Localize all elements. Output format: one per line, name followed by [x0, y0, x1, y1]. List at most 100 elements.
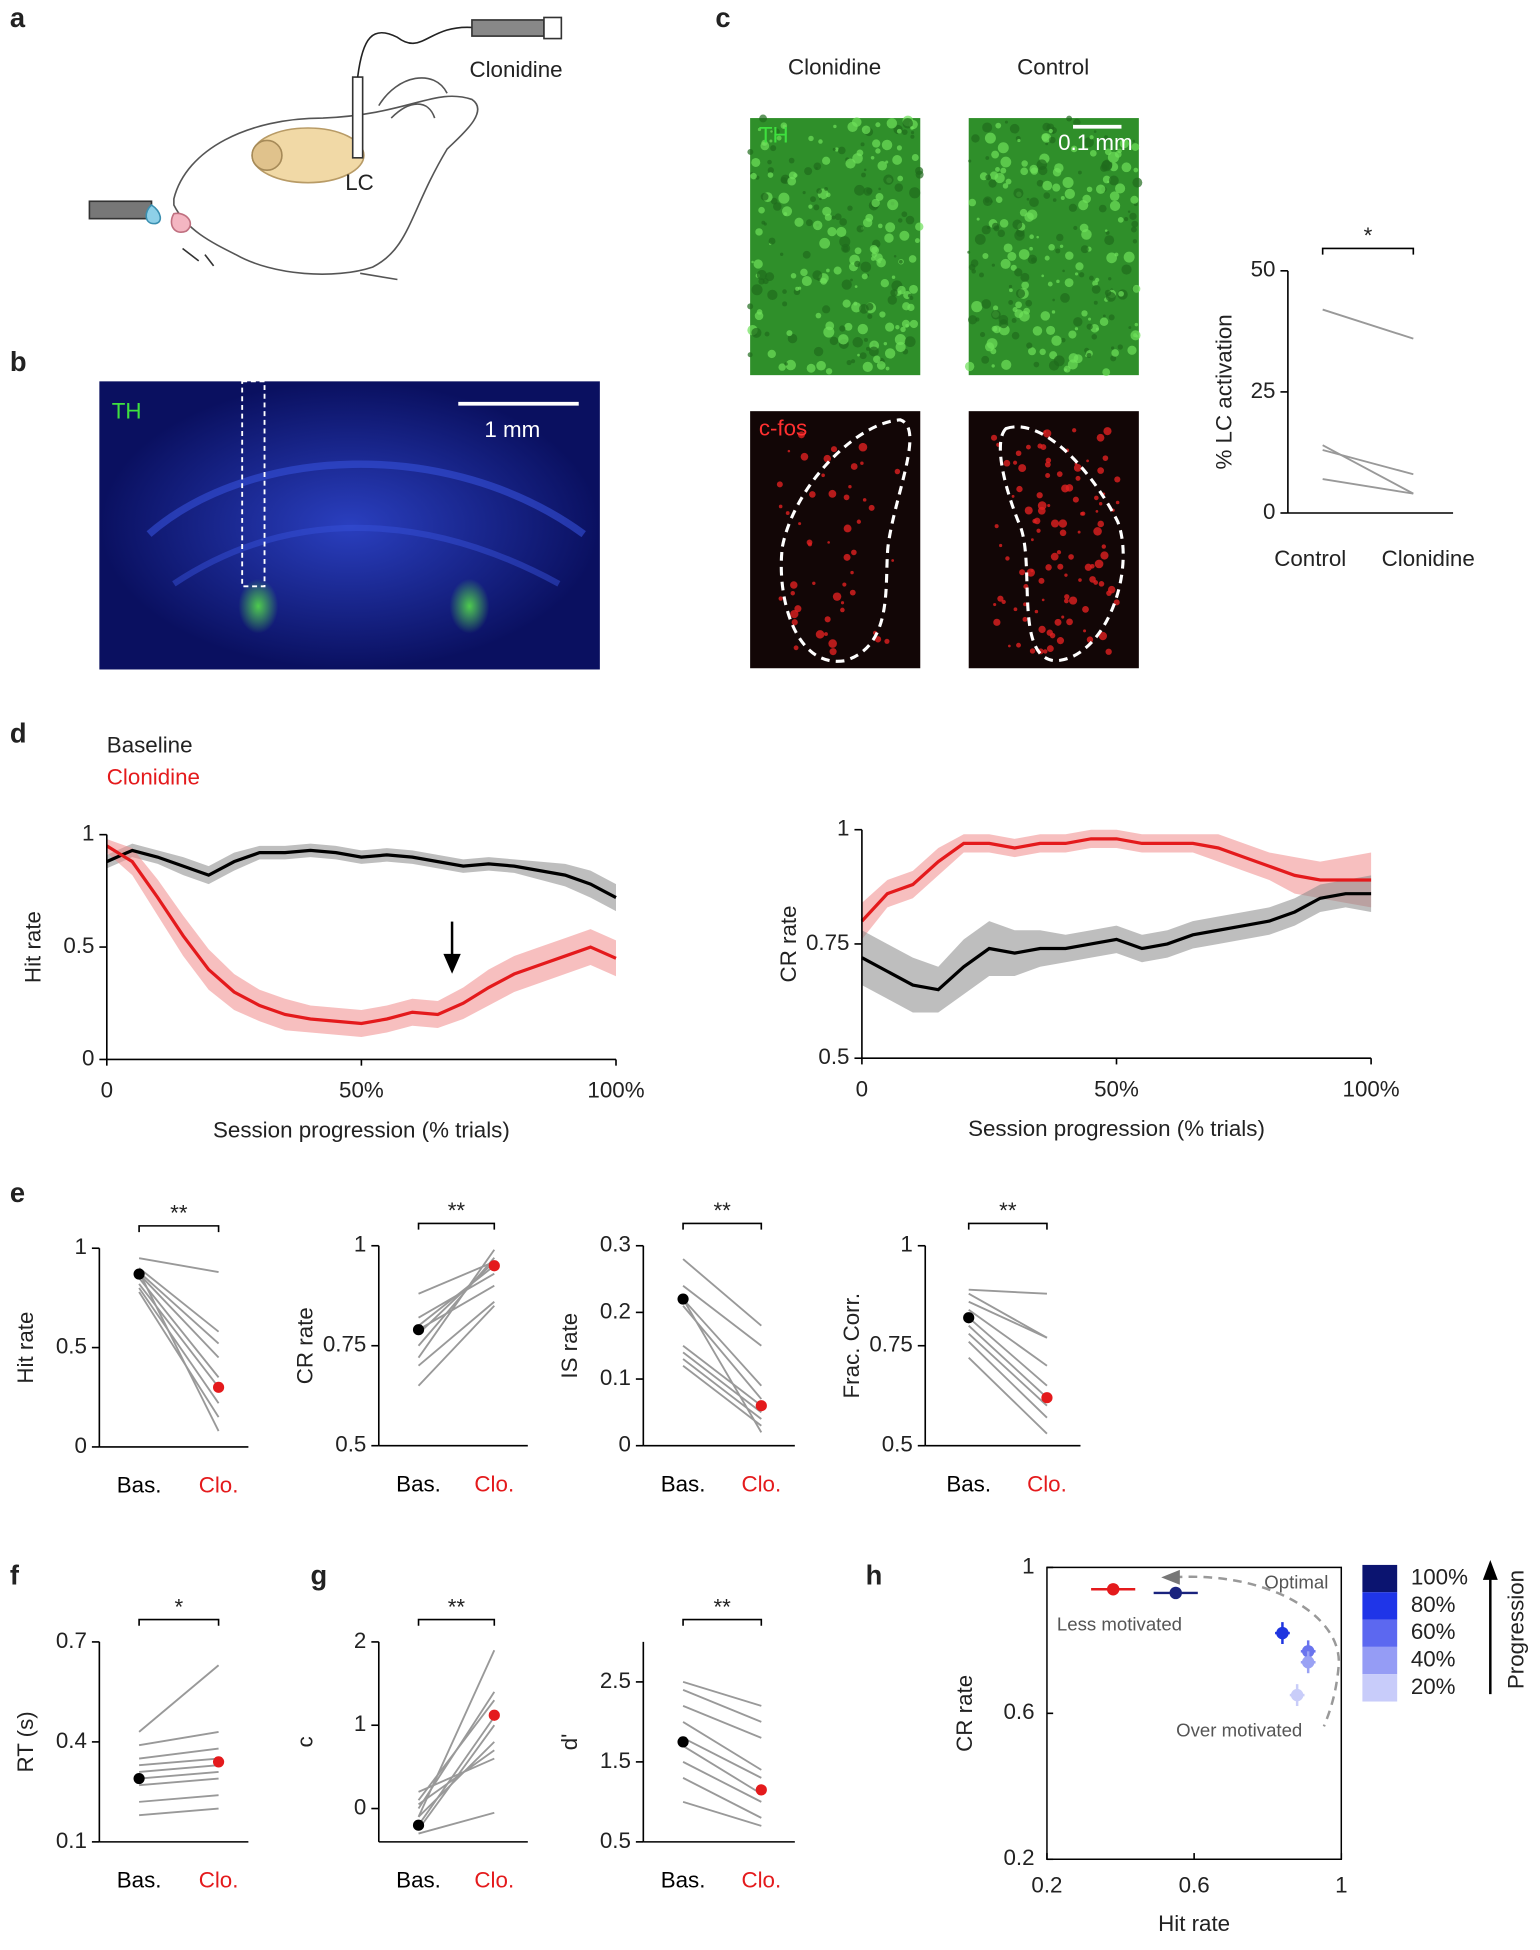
- texture: [1041, 598, 1045, 602]
- column-label: Clonidine: [788, 54, 881, 79]
- pair-line: [682, 1298, 762, 1387]
- texture: [881, 139, 893, 151]
- texture: [865, 213, 874, 222]
- pair-line: [139, 1764, 219, 1773]
- texture: [1093, 300, 1098, 305]
- texture: [1064, 188, 1075, 200]
- texture: [776, 135, 782, 141]
- texture: [1059, 244, 1064, 249]
- texture: [1086, 323, 1093, 330]
- texture: [1059, 529, 1067, 537]
- texture: [823, 326, 835, 338]
- texture: [1133, 167, 1139, 173]
- texture: [884, 233, 894, 243]
- pair-line: [139, 1770, 219, 1780]
- texture: [911, 154, 919, 161]
- y-axis-label: Hit rate: [13, 1312, 38, 1384]
- texture: [1038, 625, 1046, 634]
- pair-line: [968, 1308, 1048, 1367]
- texture: [1101, 160, 1113, 172]
- texture: [1016, 642, 1021, 648]
- colorbar-label: 40%: [1411, 1646, 1456, 1671]
- texture: [1019, 208, 1028, 217]
- texture: [1107, 585, 1116, 594]
- texture: [1026, 209, 1038, 220]
- texture: [815, 167, 818, 170]
- pair-line: [682, 1705, 762, 1739]
- texture: [770, 145, 777, 152]
- texture: [1067, 359, 1078, 370]
- colorbar-label: 100%: [1411, 1564, 1468, 1589]
- y-axis-label: c: [293, 1736, 318, 1747]
- trajectory-arrow: [1161, 1569, 1180, 1585]
- texture: [1129, 212, 1137, 220]
- pair-line: [417, 1305, 495, 1387]
- texture: [990, 434, 998, 441]
- texture: [764, 331, 770, 337]
- texture: [1084, 563, 1092, 571]
- texture: [1093, 130, 1097, 133]
- texture: [854, 285, 858, 288]
- texture: [1068, 596, 1078, 605]
- texture: [782, 301, 788, 307]
- texture: [1086, 186, 1093, 193]
- y-tick-label: 1: [354, 1711, 366, 1736]
- texture: [1047, 281, 1053, 287]
- colorbar-title: Progression: [1504, 1570, 1529, 1689]
- texture: [831, 215, 836, 220]
- texture: [1093, 527, 1102, 536]
- texture: [1020, 167, 1029, 176]
- texture: [1025, 299, 1033, 307]
- texture: [1066, 115, 1073, 122]
- pair-line: [968, 1341, 1048, 1419]
- texture: [1110, 355, 1117, 362]
- x-tick-label: Bas.: [946, 1471, 991, 1496]
- texture: [1044, 461, 1051, 468]
- texture: [747, 352, 753, 358]
- pair-line: [417, 1749, 495, 1806]
- texture: [807, 542, 812, 547]
- confidence-band: [861, 875, 1372, 1013]
- texture: [872, 139, 881, 148]
- texture: [862, 498, 867, 502]
- texture: [887, 295, 897, 305]
- significance-bracket: [682, 1222, 763, 1230]
- texture: [904, 336, 916, 348]
- mean-dot: [677, 1293, 689, 1305]
- texture: [875, 193, 884, 201]
- texture: [836, 226, 847, 237]
- texture: [1091, 285, 1101, 294]
- texture: [758, 278, 765, 285]
- texture: [995, 122, 1002, 129]
- texture: [1060, 293, 1070, 303]
- texture: [1053, 355, 1065, 367]
- texture: [895, 325, 900, 330]
- texture: [1115, 183, 1126, 194]
- stain-label: TH: [112, 398, 142, 423]
- panel-label: b: [10, 346, 27, 377]
- texture: [1056, 233, 1064, 242]
- texture: [1073, 225, 1078, 231]
- texture: [981, 299, 992, 309]
- texture: [1037, 443, 1043, 449]
- texture: [832, 147, 836, 151]
- texture: [768, 237, 776, 245]
- texture: [839, 218, 847, 226]
- texture: [838, 146, 846, 155]
- texture: [770, 130, 773, 133]
- texture: [1011, 331, 1020, 340]
- texture: [1117, 216, 1124, 223]
- texture: [822, 156, 831, 165]
- texture: [816, 188, 822, 194]
- texture: [1021, 160, 1028, 167]
- texture: [991, 310, 1001, 320]
- pair-line: [418, 1757, 495, 1793]
- texture: [1097, 520, 1105, 528]
- texture: [1009, 288, 1013, 293]
- texture: [1073, 317, 1083, 327]
- texture: [1083, 137, 1094, 148]
- significance: **: [448, 1198, 466, 1223]
- texture: [1098, 581, 1105, 587]
- x-tick-label: 100%: [587, 1078, 644, 1103]
- texture: [883, 174, 894, 185]
